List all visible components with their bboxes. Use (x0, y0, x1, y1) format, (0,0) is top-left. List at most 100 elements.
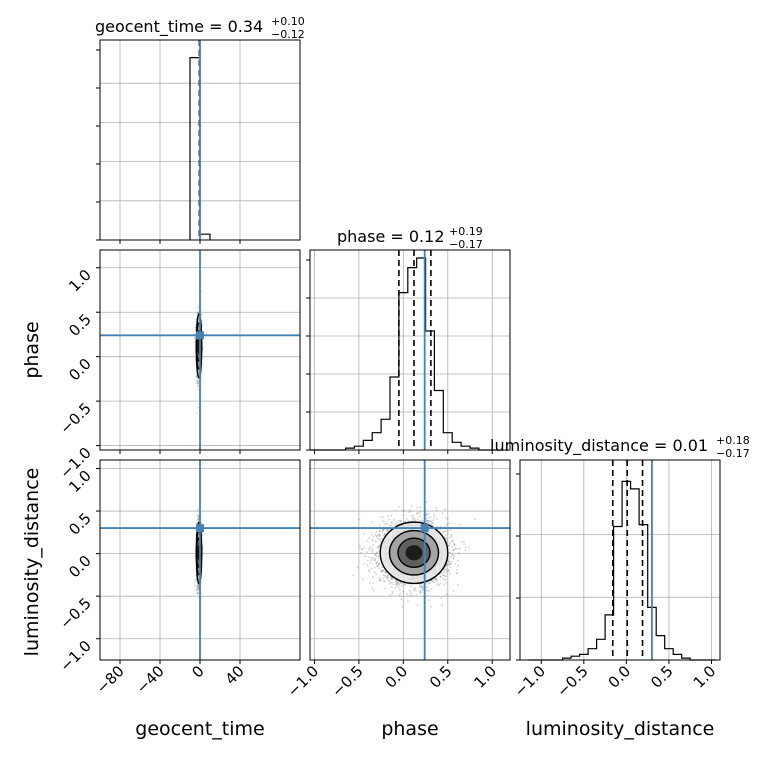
scatter-point (449, 537, 451, 539)
scatter-point (468, 547, 470, 549)
scatter-point (411, 510, 413, 512)
scatter-point (414, 590, 416, 592)
scatter-point (395, 583, 397, 585)
scatter-point (392, 591, 394, 593)
scatter-point (401, 585, 403, 587)
scatter-point (425, 501, 427, 503)
scatter-point (426, 515, 428, 517)
scatter-point (457, 584, 459, 586)
scatter-point (380, 578, 382, 580)
scatter-point (195, 579, 197, 581)
scatter-point (373, 559, 375, 561)
scatter-point (453, 590, 455, 592)
scatter-point (452, 546, 454, 548)
scatter-point (446, 517, 448, 519)
scatter-point (371, 550, 373, 552)
scatter-point (391, 522, 393, 524)
scatter-point (426, 595, 428, 597)
scatter-point (406, 518, 408, 520)
scatter-point (372, 548, 374, 550)
scatter-point (394, 524, 396, 526)
scatter-point (372, 576, 374, 578)
scatter-point (445, 525, 447, 527)
scatter-point (444, 584, 446, 586)
scatter-point (409, 595, 411, 597)
scatter-point (426, 589, 428, 591)
scatter-point (197, 385, 199, 387)
scatter-point (389, 583, 391, 585)
scatter-point (430, 606, 432, 608)
scatter-point (456, 569, 458, 571)
scatter-point (447, 593, 449, 595)
scatter-point (412, 515, 414, 517)
scatter-point (416, 594, 418, 596)
scatter-point (445, 530, 447, 532)
scatter-point (398, 506, 400, 508)
scatter-point (372, 583, 374, 585)
scatter-point (406, 593, 408, 595)
scatter-point (372, 587, 374, 589)
scatter-point (447, 530, 449, 532)
scatter-point (399, 593, 401, 595)
scatter-point (445, 568, 447, 570)
scatter-point (428, 517, 430, 519)
scatter-point (371, 546, 373, 548)
scatter-point (379, 525, 381, 527)
scatter-point (442, 531, 444, 533)
scatter-point (452, 554, 454, 556)
scatter-point (417, 604, 419, 606)
scatter-point (368, 571, 370, 573)
scatter-point (384, 588, 386, 590)
scatter-point (366, 564, 368, 566)
scatter-point (410, 515, 412, 517)
scatter-point (381, 538, 383, 540)
scatter-point (380, 516, 382, 518)
scatter-point (409, 509, 411, 511)
scatter-point (437, 583, 439, 585)
scatter-point (431, 522, 433, 524)
scatter-point (374, 571, 376, 573)
scatter-point (367, 560, 369, 562)
scatter-point (445, 579, 447, 581)
scatter-point (450, 534, 452, 536)
scatter-point (449, 529, 451, 531)
scatter-point (408, 511, 410, 513)
scatter-point (430, 517, 432, 519)
scatter-point (403, 515, 405, 517)
scatter-point (196, 586, 198, 588)
scatter-point (435, 580, 437, 582)
scatter-point (378, 579, 380, 581)
scatter-point (387, 577, 389, 579)
scatter-point (371, 521, 373, 523)
scatter-point (448, 561, 450, 563)
scatter-point (386, 523, 388, 525)
scatter-point (440, 597, 442, 599)
scatter-point (411, 505, 413, 507)
scatter-point (368, 569, 370, 571)
scatter-point (201, 313, 203, 315)
scatter-point (197, 518, 199, 520)
scatter-point (373, 536, 375, 538)
scatter-point (390, 578, 392, 580)
scatter-point (389, 594, 391, 596)
scatter-point (439, 529, 441, 531)
scatter-point (367, 540, 369, 542)
scatter-point (451, 561, 453, 563)
scatter-point (452, 539, 454, 541)
scatter-point (197, 514, 199, 516)
scatter-point (393, 584, 395, 586)
scatter-point (464, 549, 466, 551)
scatter-point (391, 593, 393, 595)
scatter-point (407, 600, 409, 602)
scatter-point (359, 545, 361, 547)
scatter-point (359, 547, 361, 549)
scatter-point (197, 382, 199, 384)
scatter-point (373, 590, 375, 592)
scatter-point (441, 572, 443, 574)
scatter-point (372, 557, 374, 559)
scatter-point (457, 548, 459, 550)
scatter-point (403, 510, 405, 512)
scatter-point (456, 573, 458, 575)
scatter-point (445, 534, 447, 536)
scatter-point (419, 516, 421, 518)
